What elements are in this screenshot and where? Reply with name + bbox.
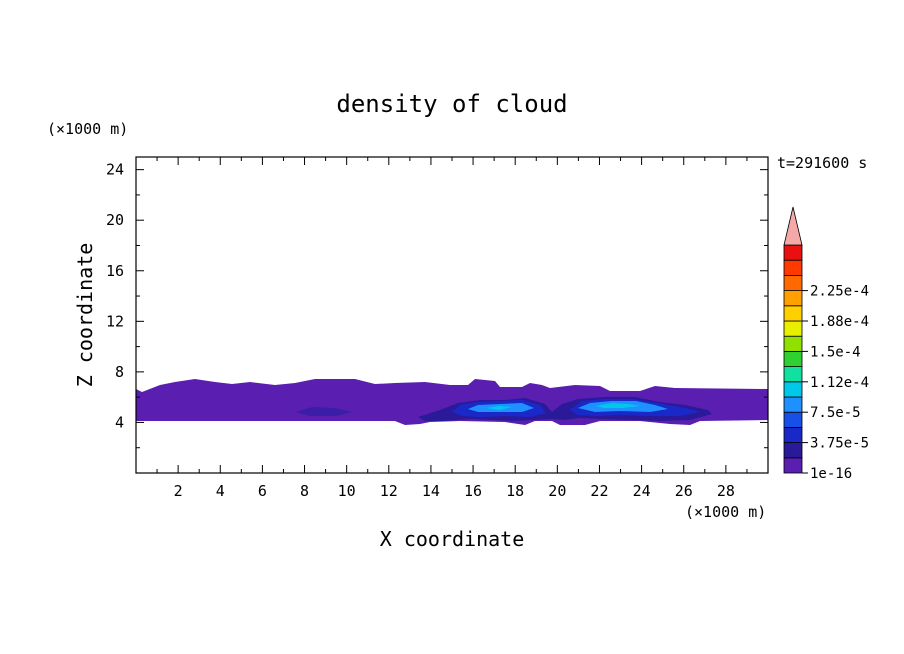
contour-field <box>136 379 768 425</box>
colorbar-extend-arrow <box>783 206 803 246</box>
colorbar-swatch <box>783 290 803 307</box>
y-tick-label: 8 <box>115 363 124 381</box>
colorbar-tick-label: 7.5e-5 <box>810 405 861 421</box>
colorbar-swatch <box>783 320 803 337</box>
x-axis-ticks: 2 4 6 8 10 12 14 16 18 20 22 24 26 28 <box>156 157 748 500</box>
colorbar-swatch <box>783 411 803 428</box>
colorbar-swatch <box>783 259 803 276</box>
y-tick-label: 20 <box>106 211 124 229</box>
x-axis-label: X coordinate <box>380 527 525 551</box>
colorbar-tick-label: 1.12e-4 <box>810 375 869 391</box>
x-tick-label: 8 <box>300 482 309 500</box>
x-unit-label: (×1000 m) <box>685 503 766 521</box>
colorbar-swatch <box>783 381 803 398</box>
plot-frame <box>135 156 769 474</box>
x-tick-label: 10 <box>338 482 356 500</box>
y-tick-label: 16 <box>106 262 124 280</box>
y-tick-label: 4 <box>115 413 124 431</box>
colorbar: 1e-16 3.75e-5 7.5e-5 1.12e-4 1.5e-4 1.88e-4 2.… <box>783 206 869 482</box>
x-tick-label: 28 <box>717 482 735 500</box>
x-tick-label: 2 <box>174 482 183 500</box>
x-tick-label: 24 <box>633 482 651 500</box>
contour-level-2-small <box>296 407 352 416</box>
y-tick-label: 24 <box>106 161 124 179</box>
colorbar-tick-label: 3.75e-5 <box>810 436 869 452</box>
x-tick-label: 6 <box>258 482 267 500</box>
contour-level-5 <box>486 406 512 410</box>
y-axis-label: Z coordinate <box>73 243 97 388</box>
x-tick-label: 18 <box>506 482 524 500</box>
x-tick-label: 12 <box>380 482 398 500</box>
y-unit-label: (×1000 m) <box>47 120 128 138</box>
colorbar-tick-label: 2.25e-4 <box>810 284 869 300</box>
colorbar-tick-label: 1e-16 <box>810 466 852 482</box>
colorbar-swatch <box>783 305 803 322</box>
colorbar-tick-label: 1.88e-4 <box>810 314 869 330</box>
y-axis-ticks: 4 8 12 16 20 24 <box>106 161 768 449</box>
x-tick-label: 4 <box>216 482 225 500</box>
colorbar-swatch <box>783 350 803 367</box>
y-tick-label: 12 <box>106 312 124 330</box>
x-tick-label: 14 <box>422 482 440 500</box>
contour-level-5b <box>596 403 640 408</box>
colorbar-swatch <box>783 335 803 352</box>
colorbar-swatch <box>783 274 803 291</box>
x-tick-label: 26 <box>675 482 693 500</box>
colorbar-swatch <box>783 457 803 474</box>
colorbar-swatch <box>783 244 803 261</box>
colorbar-tick-label: 1.5e-4 <box>810 344 861 360</box>
colorbar-swatch <box>783 442 803 459</box>
x-tick-label: 16 <box>464 482 482 500</box>
colorbar-swatch <box>783 366 803 383</box>
chart-title: density of cloud <box>336 90 567 118</box>
x-tick-label: 20 <box>548 482 566 500</box>
time-label: t=291600 s <box>777 154 867 172</box>
colorbar-swatch <box>783 426 803 443</box>
x-tick-label: 22 <box>590 482 608 500</box>
colorbar-swatch <box>783 396 803 413</box>
